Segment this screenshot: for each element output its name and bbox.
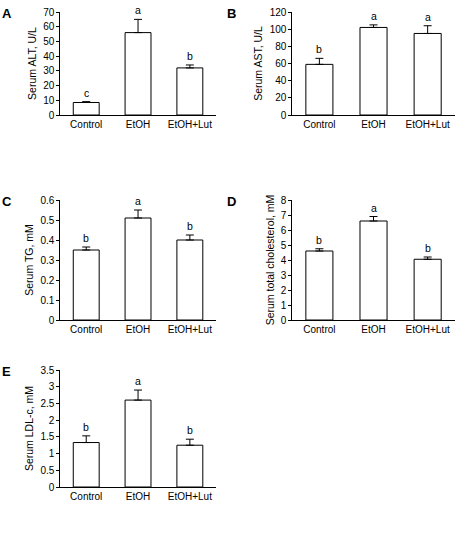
svg-text:a: a	[425, 11, 431, 23]
svg-text:0.1: 0.1	[40, 295, 54, 306]
svg-text:b: b	[83, 232, 89, 244]
svg-text:5: 5	[281, 240, 287, 251]
svg-text:Control: Control	[70, 491, 102, 502]
svg-text:30: 30	[43, 65, 55, 76]
svg-text:120: 120	[270, 7, 287, 18]
svg-text:c: c	[84, 87, 89, 99]
svg-text:3: 3	[49, 381, 55, 392]
svg-text:A: A	[2, 6, 12, 21]
svg-text:2.5: 2.5	[40, 398, 54, 409]
svg-text:B: B	[227, 6, 236, 21]
svg-text:0.4: 0.4	[40, 235, 54, 246]
svg-text:b: b	[83, 421, 89, 433]
svg-text:100: 100	[270, 24, 287, 35]
svg-text:b: b	[187, 424, 193, 436]
svg-text:a: a	[135, 195, 141, 207]
svg-text:0.5: 0.5	[40, 215, 54, 226]
svg-text:2: 2	[281, 285, 287, 296]
svg-text:Serum AST, U/L: Serum AST, U/L	[252, 26, 264, 101]
svg-text:b: b	[316, 234, 322, 246]
svg-text:1: 1	[281, 300, 287, 311]
svg-text:EtOH: EtOH	[126, 324, 150, 335]
svg-text:60: 60	[275, 58, 287, 69]
svg-text:EtOH+Lut: EtOH+Lut	[406, 324, 450, 335]
svg-text:0.3: 0.3	[40, 255, 54, 266]
svg-text:7: 7	[281, 210, 287, 221]
svg-text:Serum TG, mM: Serum TG, mM	[23, 224, 35, 296]
svg-text:Serum total cholesterol, mM: Serum total cholesterol, mM	[264, 195, 276, 326]
svg-text:0.5: 0.5	[40, 465, 54, 476]
svg-text:40: 40	[43, 51, 55, 62]
svg-text:0: 0	[49, 315, 55, 326]
svg-text:EtOH: EtOH	[126, 491, 150, 502]
svg-text:a: a	[371, 202, 377, 214]
svg-text:50: 50	[43, 36, 55, 47]
svg-text:Control: Control	[303, 324, 335, 335]
svg-text:b: b	[316, 43, 322, 55]
svg-text:EtOH+Lut: EtOH+Lut	[406, 119, 450, 130]
svg-text:D: D	[227, 194, 236, 209]
svg-text:0: 0	[49, 110, 55, 121]
svg-text:4: 4	[281, 255, 287, 266]
svg-text:20: 20	[43, 80, 55, 91]
svg-text:20: 20	[275, 92, 287, 103]
svg-text:80: 80	[275, 41, 287, 52]
svg-text:Control: Control	[303, 119, 335, 130]
svg-text:0.6: 0.6	[40, 195, 54, 206]
svg-text:EtOH: EtOH	[361, 324, 385, 335]
svg-text:EtOH: EtOH	[126, 119, 150, 130]
svg-text:EtOH: EtOH	[361, 119, 385, 130]
svg-text:8: 8	[281, 195, 287, 206]
svg-text:10: 10	[43, 95, 55, 106]
svg-text:EtOH+Lut: EtOH+Lut	[168, 491, 212, 502]
svg-text:0: 0	[281, 315, 287, 326]
svg-text:70: 70	[43, 7, 55, 18]
svg-text:EtOH+Lut: EtOH+Lut	[168, 119, 212, 130]
svg-text:3: 3	[281, 270, 287, 281]
svg-text:Control: Control	[70, 119, 102, 130]
svg-text:1: 1	[49, 448, 55, 459]
svg-text:a: a	[135, 375, 141, 387]
svg-text:EtOH+Lut: EtOH+Lut	[168, 324, 212, 335]
svg-text:Control: Control	[70, 324, 102, 335]
svg-text:Serum ALT, U/L: Serum ALT, U/L	[26, 27, 38, 100]
svg-text:2: 2	[49, 415, 55, 426]
svg-text:0: 0	[281, 110, 287, 121]
svg-text:1.5: 1.5	[40, 431, 54, 442]
svg-text:b: b	[187, 50, 193, 62]
svg-text:a: a	[371, 10, 377, 22]
svg-text:0.2: 0.2	[40, 275, 54, 286]
svg-text:6: 6	[281, 225, 287, 236]
svg-text:Serum LDL-c, mM: Serum LDL-c, mM	[23, 386, 35, 471]
svg-text:0: 0	[49, 482, 55, 493]
svg-text:60: 60	[43, 21, 55, 32]
svg-text:b: b	[187, 220, 193, 232]
svg-text:b: b	[425, 242, 431, 254]
svg-text:a: a	[135, 4, 141, 16]
svg-text:E: E	[2, 364, 11, 379]
svg-text:40: 40	[275, 75, 287, 86]
svg-text:3.5: 3.5	[40, 365, 54, 376]
svg-text:C: C	[2, 194, 12, 209]
